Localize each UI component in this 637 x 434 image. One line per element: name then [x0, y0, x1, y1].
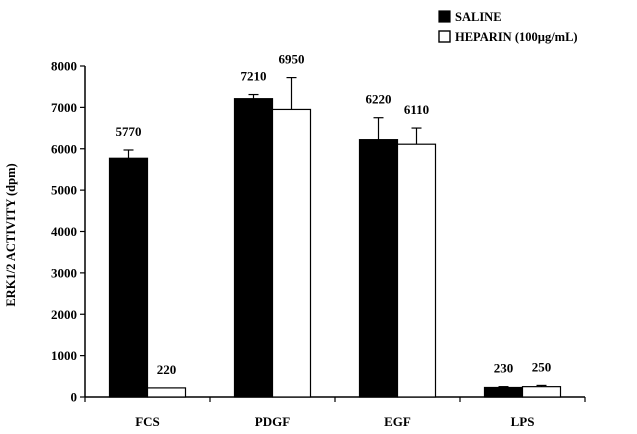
bar-saline-pdgf	[233, 98, 274, 398]
bars	[108, 98, 562, 398]
y-axis-label: ERK1/2 ACTIVITY (dpm)	[4, 163, 18, 306]
y-tick-label: 7000	[51, 100, 77, 115]
category-label-egf: EGF	[384, 414, 411, 429]
bar-heparin-lps	[521, 386, 562, 398]
y-ticks: 0 1000 2000 3000 4000 5000 6000 7000 8000	[51, 59, 85, 405]
value-labels: 5770 220 7210 6950 6220 6110 230 250	[116, 52, 552, 377]
y-tick-label: 2000	[51, 307, 77, 322]
legend-label-heparin: HEPARIN (100µg/mL)	[455, 30, 578, 44]
category-label-pdgf: PDGF	[255, 414, 290, 429]
category-label-lps: LPS	[511, 414, 535, 429]
x-ticks	[84, 397, 586, 402]
y-tick-label: 8000	[51, 59, 77, 74]
y-tick-label: 3000	[51, 265, 77, 280]
error-bars	[123, 76, 547, 388]
category-labels: FCS PDGF EGF LPS	[135, 414, 534, 429]
y-tick-label: 5000	[51, 183, 77, 198]
axes	[84, 66, 585, 398]
legend-label-saline: SALINE	[455, 10, 502, 24]
bar-saline-fcs	[108, 157, 149, 398]
value-label: 230	[494, 361, 514, 376]
category-label-fcs: FCS	[135, 414, 160, 429]
y-tick-label: 0	[71, 390, 78, 405]
bar-heparin-fcs	[146, 387, 187, 398]
bar-saline-egf	[358, 139, 399, 398]
y-tick-label: 1000	[51, 348, 77, 363]
bar-heparin-pdgf	[271, 108, 312, 398]
legend-swatch-saline	[438, 10, 451, 23]
value-label: 6950	[279, 52, 305, 67]
value-label: 7210	[241, 69, 267, 84]
y-tick-label: 4000	[51, 224, 77, 239]
legend-swatch-heparin	[438, 30, 451, 43]
legend: SALINE HEPARIN (100µg/mL)	[438, 10, 578, 44]
value-label: 250	[532, 359, 552, 374]
bar-saline-lps	[483, 386, 524, 398]
value-label: 6220	[366, 92, 392, 107]
y-tick-label: 6000	[51, 141, 77, 156]
value-label: 5770	[116, 124, 142, 139]
value-label: 6110	[404, 102, 429, 117]
bar-heparin-egf	[396, 143, 437, 398]
value-label: 220	[157, 362, 177, 377]
